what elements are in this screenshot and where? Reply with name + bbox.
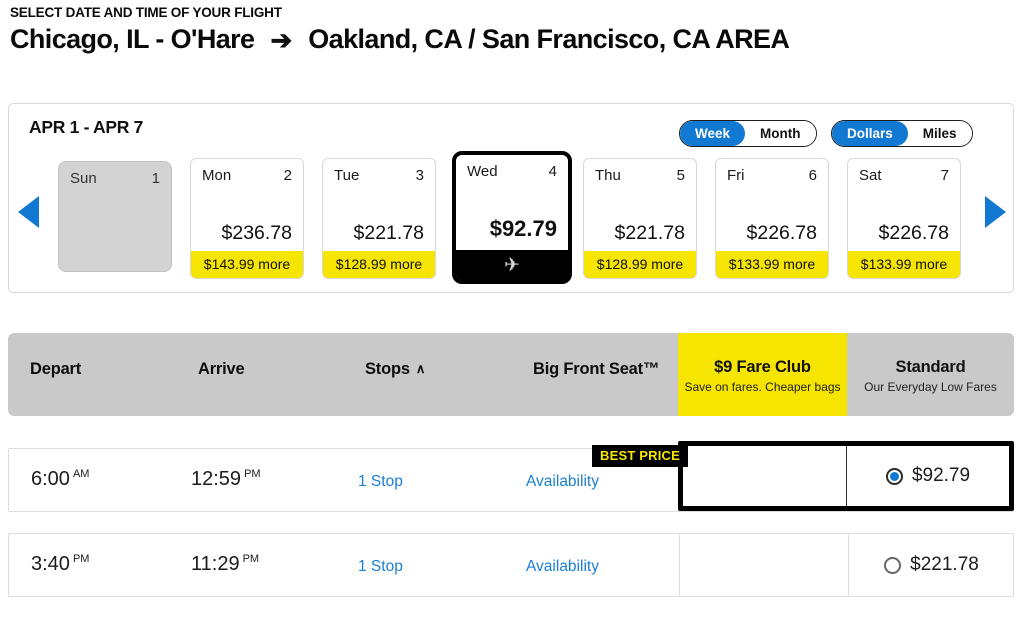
availability-link[interactable]: Availability xyxy=(526,558,599,575)
day-price: $92.79 xyxy=(489,216,557,241)
day-card-sat[interactable]: Sat 7 $226.78 $133.99 more xyxy=(847,158,961,279)
calendar-strip-panel: APR 1 - APR 7 Week Month Dollars Miles S… xyxy=(8,103,1014,293)
route-arrow-icon: ➔ xyxy=(270,25,293,55)
fare-price: $92.79 xyxy=(911,465,971,486)
column-fare-club: $9 Fare Club Save on fares. Cheaper bags xyxy=(678,333,847,416)
day-card-thu[interactable]: Thu 5 $221.78 $128.99 more xyxy=(583,158,697,279)
arrive-time: 11:29 PM xyxy=(191,553,260,575)
day-price: $236.78 xyxy=(221,222,293,244)
column-divider xyxy=(848,534,849,596)
column-standard: Standard Our Everyday Low Fares xyxy=(847,333,1014,416)
day-of-week: Thu xyxy=(595,167,621,184)
standard-label: Standard xyxy=(895,358,966,376)
fare-radio-unselected[interactable] xyxy=(884,556,902,574)
availability-link[interactable]: Availability xyxy=(526,473,599,490)
origin-city: Chicago, IL - O'Hare xyxy=(10,24,255,54)
miles-toggle-button[interactable]: Miles xyxy=(907,121,972,146)
view-toggle: Week Month xyxy=(679,120,817,147)
depart-time: 6:00 AM xyxy=(31,468,90,490)
day-card-mon[interactable]: Mon 2 $236.78 $143.99 more xyxy=(190,158,304,279)
selected-day-strip: ✈ xyxy=(456,250,568,280)
unit-toggle: Dollars Miles xyxy=(831,120,973,147)
fare-price: $221.78 xyxy=(910,554,979,575)
day-of-week: Wed xyxy=(467,163,498,180)
day-date: 6 xyxy=(808,167,817,184)
previous-week-arrow-icon[interactable] xyxy=(18,196,39,228)
day-date: 5 xyxy=(676,167,685,184)
day-price: $221.78 xyxy=(614,222,686,244)
month-toggle-button[interactable]: Month xyxy=(745,121,816,146)
fare-radio-selected[interactable] xyxy=(885,467,903,485)
sort-ascending-icon: ∧ xyxy=(415,361,426,376)
day-of-week: Fri xyxy=(727,167,745,184)
standard-fare-cell[interactable]: $92.79 xyxy=(847,446,1009,506)
column-divider xyxy=(679,534,680,596)
page-eyebrow: SELECT DATE AND TIME OF YOUR FLIGHT xyxy=(10,5,282,20)
dollars-toggle-button[interactable]: Dollars xyxy=(832,121,908,146)
day-more-banner: $128.99 more xyxy=(584,251,696,278)
day-of-week: Mon xyxy=(202,167,232,184)
depart-time: 3:40 PM xyxy=(31,553,90,575)
fare-club-empty-cell xyxy=(683,446,847,506)
fare-table-header: Depart Arrive Stops ∧ Big Front Seat™ $9 … xyxy=(8,333,1014,416)
day-price: $221.78 xyxy=(353,222,425,244)
day-price: $226.78 xyxy=(746,222,818,244)
column-big-front-seat: Big Front Seat™ xyxy=(533,360,660,378)
plane-icon: ✈ xyxy=(504,254,520,276)
day-more-banner: $143.99 more xyxy=(191,251,303,278)
day-card-tue[interactable]: Tue 3 $221.78 $128.99 more xyxy=(322,158,436,279)
day-date: 4 xyxy=(548,163,557,180)
standard-fare-cell[interactable]: $221.78 xyxy=(848,534,1015,596)
day-of-week: Sun xyxy=(70,170,97,187)
day-date: 1 xyxy=(151,170,160,187)
date-range-label: APR 1 - APR 7 xyxy=(29,117,144,137)
day-of-week: Sat xyxy=(859,167,882,184)
day-more-banner: $133.99 more xyxy=(716,251,828,278)
day-card-sun: Sun 1 xyxy=(58,161,172,272)
day-price: $226.78 xyxy=(878,222,950,244)
stops-link[interactable]: 1 Stop xyxy=(358,558,403,575)
flight-row-2: 3:40 PM 11:29 PM 1 Stop Availability $221.… xyxy=(8,533,1014,597)
stops-link[interactable]: 1 Stop xyxy=(358,473,403,490)
standard-subtitle: Our Everyday Low Fares xyxy=(864,380,997,394)
day-date: 3 xyxy=(415,167,424,184)
column-stops[interactable]: Stops ∧ xyxy=(365,360,426,378)
day-more-banner: $133.99 more xyxy=(848,251,960,278)
destination-city: Oakland, CA / San Francisco, CA AREA xyxy=(308,24,790,54)
day-date: 2 xyxy=(283,167,292,184)
day-more-banner: $128.99 more xyxy=(323,251,435,278)
column-depart: Depart xyxy=(30,360,82,378)
best-price-badge: BEST PRICE xyxy=(592,445,689,467)
column-arrive: Arrive xyxy=(198,360,245,378)
arrive-time: 12:59 PM xyxy=(191,468,261,490)
day-of-week: Tue xyxy=(334,167,360,184)
day-card-wed-selected[interactable]: Wed 4 $92.79 ✈ xyxy=(452,151,572,284)
day-date: 7 xyxy=(940,167,949,184)
fare-club-label: $9 Fare Club xyxy=(714,358,811,376)
week-toggle-button[interactable]: Week xyxy=(680,121,746,146)
route-title: Chicago, IL - O'Hare ➔ Oakland, CA / San… xyxy=(10,24,790,55)
day-card-fri[interactable]: Fri 6 $226.78 $133.99 more xyxy=(715,158,829,279)
best-price-highlight-box: $92.79 xyxy=(678,441,1014,511)
fare-club-subtitle: Save on fares. Cheaper bags xyxy=(684,380,841,394)
next-week-arrow-icon[interactable] xyxy=(985,196,1006,228)
